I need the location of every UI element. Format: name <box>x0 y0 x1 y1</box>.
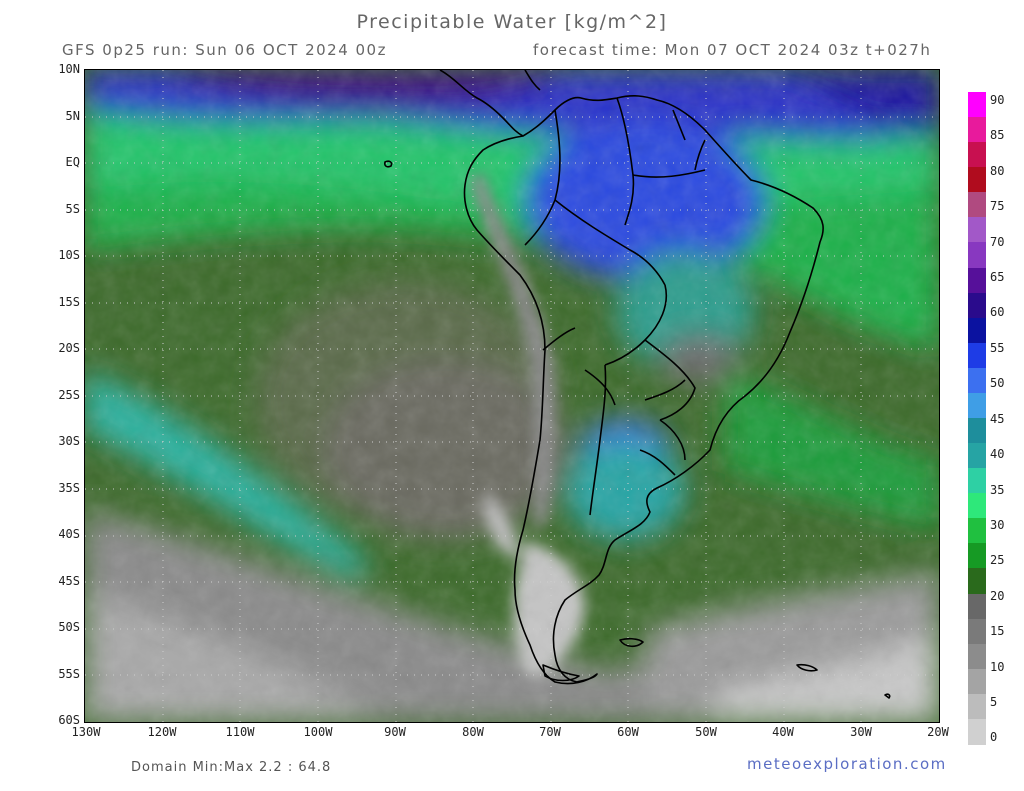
map-grid <box>85 70 939 722</box>
lon-label: 30W <box>850 725 872 739</box>
colorbar-label: 5 <box>990 695 998 709</box>
colorbar-label: 80 <box>990 164 1005 178</box>
lon-label: 40W <box>772 725 794 739</box>
lon-label: 120W <box>147 725 177 739</box>
colorbar-label: 55 <box>990 341 1005 355</box>
lon-label: 80W <box>462 725 484 739</box>
lon-label: 130W <box>71 725 101 739</box>
lon-label: 70W <box>539 725 561 739</box>
lon-label: 20W <box>927 725 949 739</box>
lon-label: 100W <box>303 725 333 739</box>
colorbar-segment <box>968 418 986 444</box>
colorbar-label: 90 <box>990 93 1005 107</box>
colorbar-label: 50 <box>990 376 1005 390</box>
colorbar-segment <box>968 117 986 143</box>
colorbar-segment <box>968 342 986 369</box>
colorbar-segment <box>968 468 986 494</box>
colorbar-label: 65 <box>990 270 1005 284</box>
colorbar-label: 20 <box>990 589 1005 603</box>
colorbar-segment <box>968 392 986 419</box>
chart-title: Precipitable Water [kg/m^2] <box>356 11 668 33</box>
precipitable-water-map <box>84 69 940 723</box>
lat-label: 55S <box>58 667 80 681</box>
colorbar-segment <box>968 643 986 670</box>
colorbar-segment <box>968 217 986 244</box>
colorbar-segment <box>968 668 986 695</box>
colorbar-segment <box>968 317 986 344</box>
colorbar-label: 45 <box>990 412 1005 426</box>
lon-label: 110W <box>225 725 255 739</box>
colorbar-segment <box>968 493 986 519</box>
colorbar-segment <box>968 718 986 745</box>
colorbar <box>968 92 986 745</box>
lon-label: 90W <box>384 725 406 739</box>
map-canvas <box>85 70 939 722</box>
lat-label: 10S <box>58 248 80 262</box>
colorbar-segment <box>968 518 986 544</box>
colorbar-label: 60 <box>990 305 1005 319</box>
colorbar-segment <box>968 92 986 118</box>
colorbar-label: 15 <box>990 624 1005 638</box>
colorbar-segment <box>968 167 986 193</box>
lon-label: 60W <box>617 725 639 739</box>
colorbar-segment <box>968 443 986 469</box>
lat-label: 30S <box>58 434 80 448</box>
domain-min-max: Domain Min:Max 2.2 : 64.8 <box>131 760 332 775</box>
lat-label: 20S <box>58 341 80 355</box>
colorbar-segment <box>968 242 986 269</box>
colorbar-segment <box>968 267 986 294</box>
colorbar-label: 30 <box>990 518 1005 532</box>
lat-label: 10N <box>58 62 80 76</box>
colorbar-label: 70 <box>990 235 1005 249</box>
lon-label: 50W <box>695 725 717 739</box>
lat-label: 60S <box>58 713 80 727</box>
lat-label: 35S <box>58 481 80 495</box>
colorbar-segment <box>968 292 986 319</box>
colorbar-segment <box>968 367 986 394</box>
pwat-field <box>85 70 939 722</box>
colorbar-segment <box>968 142 986 168</box>
colorbar-label: 10 <box>990 660 1005 674</box>
colorbar-segment <box>968 593 986 620</box>
colorbar-segment <box>968 568 986 595</box>
lat-label: EQ <box>65 155 80 169</box>
lat-label: 45S <box>58 574 80 588</box>
colorbar-label: 75 <box>990 199 1005 213</box>
colorbar-segment <box>968 618 986 645</box>
lat-label: 5S <box>65 202 80 216</box>
lat-label: 5N <box>65 109 80 123</box>
colorbar-segment <box>968 192 986 218</box>
model-run-label: GFS 0p25 run: Sun 06 OCT 2024 00z <box>62 41 387 59</box>
lat-label: 40S <box>58 527 80 541</box>
colorbar-label: 0 <box>990 730 998 744</box>
colorbar-segment <box>968 693 986 720</box>
source-credit: meteoexploration.com <box>747 755 947 773</box>
lat-label: 50S <box>58 620 80 634</box>
colorbar-label: 85 <box>990 128 1005 142</box>
colorbar-label: 35 <box>990 483 1005 497</box>
colorbar-segment <box>968 543 986 570</box>
coastlines <box>384 70 891 699</box>
forecast-time-label: forecast time: Mon 07 OCT 2024 03z t+027… <box>533 41 932 59</box>
lat-label: 25S <box>58 388 80 402</box>
lat-label: 15S <box>58 295 80 309</box>
colorbar-label: 25 <box>990 553 1005 567</box>
colorbar-label: 40 <box>990 447 1005 461</box>
